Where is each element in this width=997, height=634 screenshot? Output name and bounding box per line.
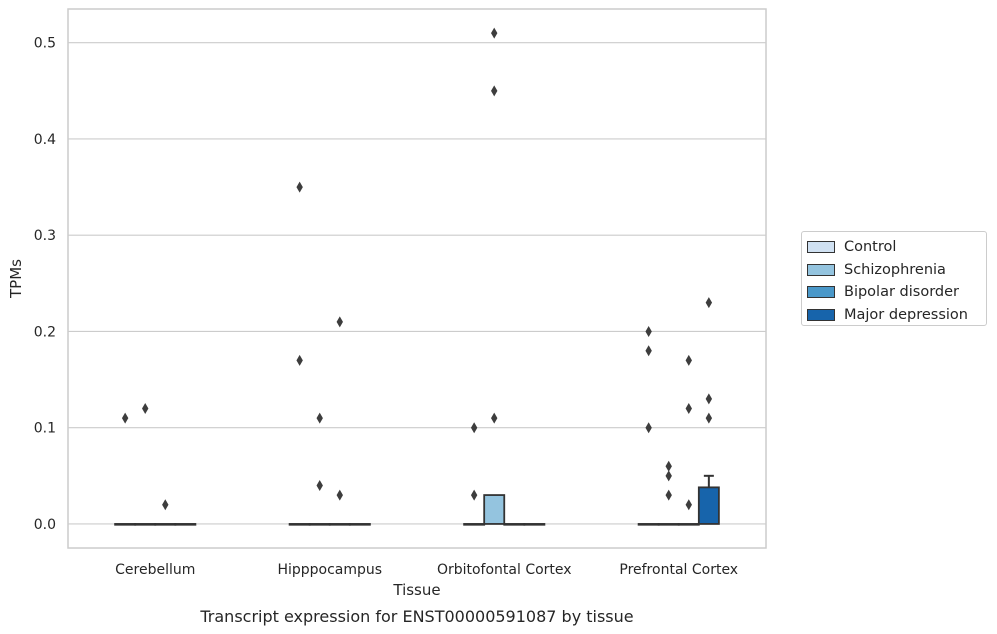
- bar: [523, 523, 546, 526]
- outlier-marker: [645, 422, 652, 434]
- legend-swatch: [807, 263, 835, 276]
- outlier-marker: [685, 402, 692, 414]
- y-tick-labels: 0.0 0.1 0.2 0.3 0.4 0.5: [34, 36, 56, 533]
- legend-swatch: [807, 241, 835, 254]
- y-tick-label: 0.1: [34, 421, 56, 437]
- x-tick-label: Hipppocampus: [277, 562, 382, 578]
- x-tick-labels: Cerebellum Hipppocampus Orbitofontal Corte…: [115, 562, 738, 578]
- outlier-marker: [705, 297, 713, 309]
- legend-item: Bipolar disorder: [807, 281, 986, 304]
- legend-item: Major depression: [807, 304, 986, 327]
- y-tick-label: 0.5: [34, 36, 56, 52]
- y-tick-label: 0.4: [34, 132, 56, 148]
- outlier-points: [121, 27, 713, 511]
- outlier-marker: [665, 470, 672, 482]
- x-axis-label: Tissue: [392, 581, 440, 599]
- legend-label: Bipolar disorder: [844, 284, 959, 301]
- bar: [328, 523, 351, 526]
- plot-frame: [67, 8, 767, 549]
- bar: [174, 523, 197, 526]
- outlier-marker: [645, 345, 652, 357]
- outlier-marker: [142, 402, 149, 414]
- bar: [657, 523, 680, 526]
- outlier-marker: [491, 412, 498, 424]
- x-tick-label: Cerebellum: [115, 562, 195, 578]
- legend-item: Schizophrenia: [807, 259, 986, 282]
- bar: [348, 523, 371, 526]
- outlier-marker: [491, 85, 498, 97]
- gridlines: [68, 42, 766, 525]
- y-axis-label: TPMs: [7, 259, 25, 299]
- legend-label: Control: [844, 239, 897, 256]
- outlier-marker: [470, 489, 478, 501]
- bar: [288, 523, 311, 526]
- outlier-marker: [121, 412, 129, 424]
- outlier-marker: [685, 499, 692, 511]
- chart-caption: Transcript expression for ENST0000059108…: [199, 607, 633, 626]
- outlier-marker: [316, 412, 323, 424]
- legend-label: Schizophrenia: [844, 261, 946, 278]
- bar: [114, 523, 137, 526]
- x-tick-label: Orbitofontal Cortex: [437, 562, 572, 578]
- legend-swatch: [807, 286, 835, 299]
- bar: [637, 523, 660, 526]
- legend-item: Control: [807, 236, 986, 259]
- outlier-marker: [705, 393, 713, 405]
- bar: [483, 494, 506, 525]
- x-tick-label: Prefrontal Cortex: [619, 562, 738, 578]
- outlier-marker: [665, 489, 672, 501]
- outlier-marker: [336, 316, 343, 328]
- y-tick-label: 0.0: [34, 517, 56, 533]
- outlier-marker: [162, 499, 169, 511]
- outlier-marker: [705, 412, 713, 424]
- bar: [697, 486, 720, 525]
- outlier-marker: [645, 325, 652, 337]
- outlier-marker: [470, 422, 478, 434]
- legend-swatch: [807, 308, 835, 321]
- y-tick-label: 0.2: [34, 324, 56, 340]
- legend: Control Schizophrenia Bipolar disorder Majo…: [801, 231, 987, 326]
- bar: [134, 523, 157, 526]
- bars: [114, 474, 720, 526]
- outlier-marker: [665, 460, 672, 472]
- y-tick-label: 0.3: [34, 228, 56, 244]
- bar: [463, 523, 486, 526]
- bar: [677, 523, 700, 526]
- bar: [503, 523, 526, 526]
- outlier-marker: [491, 27, 498, 39]
- outlier-marker: [296, 181, 303, 193]
- outlier-marker: [316, 479, 323, 491]
- outlier-marker: [296, 354, 303, 366]
- outlier-marker: [685, 354, 692, 366]
- outlier-marker: [336, 489, 343, 501]
- bar: [154, 523, 177, 526]
- legend-label: Major depression: [844, 306, 968, 323]
- bar: [308, 523, 331, 526]
